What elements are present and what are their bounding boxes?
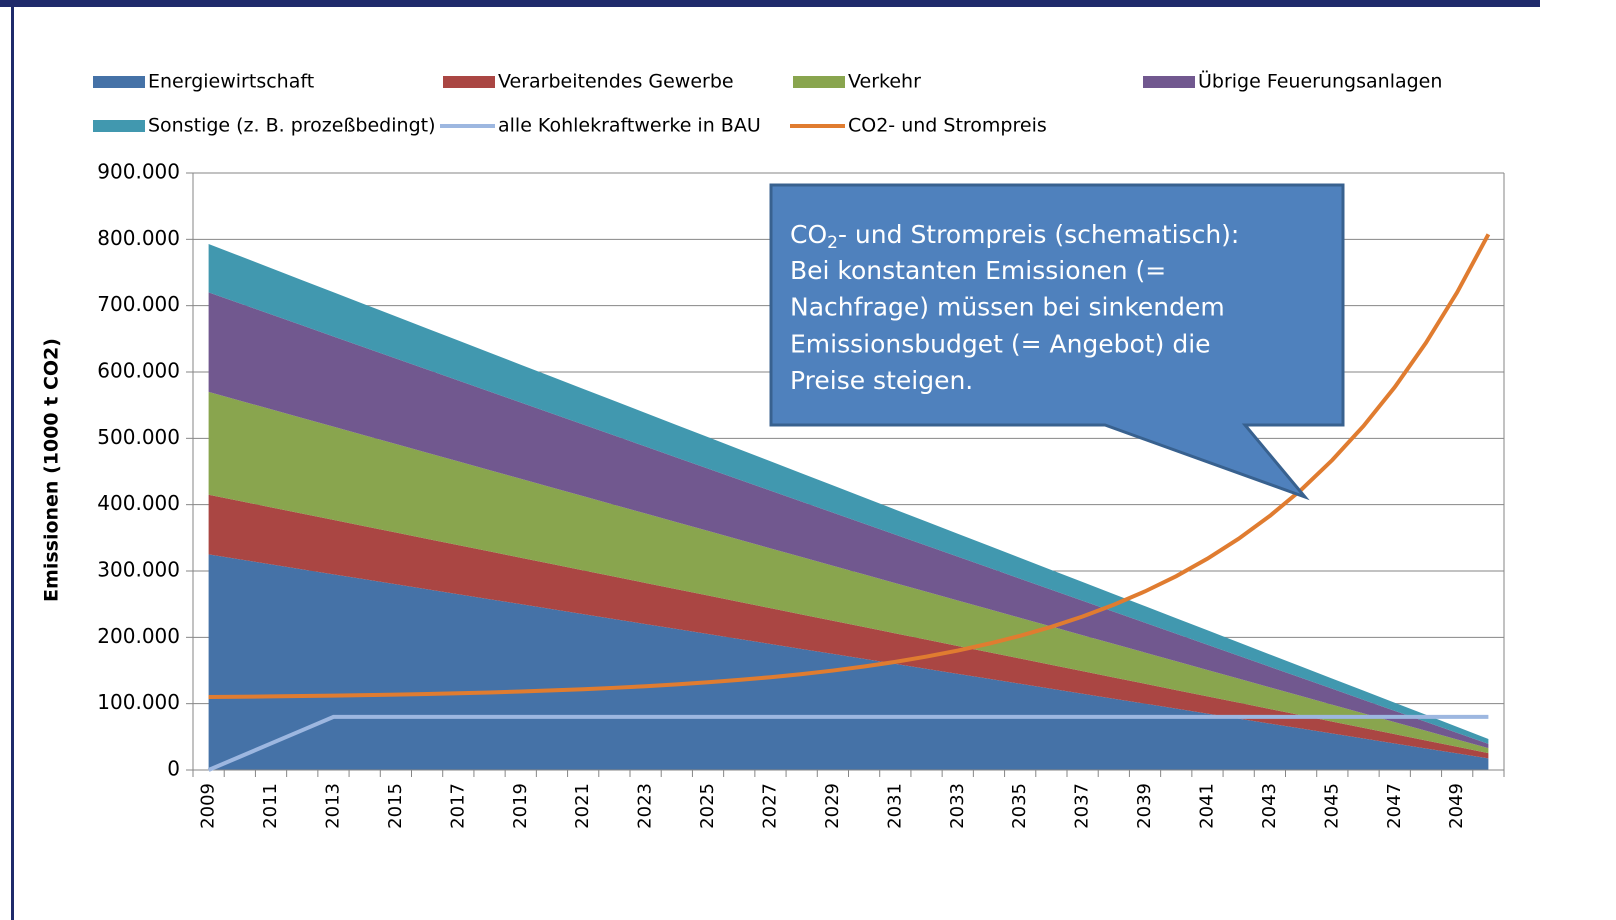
x-tick-label: 2021 bbox=[572, 783, 593, 829]
x-tick-label: 2031 bbox=[884, 783, 905, 829]
x-tick-label: 2011 bbox=[260, 783, 281, 829]
callout-text: CO2- und Strompreis (schematisch): bbox=[790, 220, 1239, 253]
x-tick-label: 2035 bbox=[1009, 783, 1030, 829]
callout-text-part: - und Strompreis (schematisch): bbox=[838, 220, 1239, 249]
x-tick-label: 2033 bbox=[947, 783, 968, 829]
y-tick-label: 600.000 bbox=[97, 359, 180, 383]
legend-label: Verkehr bbox=[848, 71, 921, 93]
x-tick-label: 2013 bbox=[322, 783, 343, 829]
y-tick-label: 200.000 bbox=[97, 624, 180, 648]
x-tick-label: 2029 bbox=[822, 783, 843, 829]
legend-swatch bbox=[93, 76, 145, 88]
x-tick-label: 2041 bbox=[1196, 783, 1217, 829]
y-tick-label: 400.000 bbox=[97, 491, 180, 515]
area bbox=[208, 494, 1489, 759]
y-tick-label: 300.000 bbox=[97, 558, 180, 582]
y-tick-label: 800.000 bbox=[97, 226, 180, 250]
x-tick-label: 2045 bbox=[1321, 783, 1342, 829]
x-tick-label: 2009 bbox=[198, 783, 219, 829]
area bbox=[208, 391, 1489, 754]
y-axis-label: Emissionen (1000 t CO2) bbox=[41, 338, 63, 602]
x-tick-label: 2027 bbox=[759, 783, 780, 829]
line bbox=[207, 714, 1489, 772]
x-tick-label: 2047 bbox=[1384, 783, 1405, 829]
legend-label: Übrige Feuerungsanlagen bbox=[1198, 70, 1442, 93]
y-tick-label: 100.000 bbox=[97, 690, 180, 714]
area bbox=[208, 243, 1489, 744]
frame-left bbox=[11, 0, 14, 920]
y-tick-label: 900.000 bbox=[97, 160, 180, 184]
x-tick-label: 2023 bbox=[635, 783, 656, 829]
legend-label: alle Kohlekraftwerke in BAU bbox=[498, 115, 761, 137]
x-tick-label: 2019 bbox=[510, 783, 531, 829]
x-tick-label: 2017 bbox=[447, 783, 468, 829]
x-tick-label: 2043 bbox=[1259, 783, 1280, 829]
legend-label: Verarbeitendes Gewerbe bbox=[498, 71, 734, 93]
legend-label: CO2- und Strompreis bbox=[848, 115, 1047, 137]
legend-swatch bbox=[1143, 76, 1195, 88]
callout-text-part: CO bbox=[790, 220, 827, 249]
callout-text: Bei konstanten Emissionen (= bbox=[790, 256, 1166, 285]
legend-label: Sonstige (z. B. prozeßbedingt) bbox=[148, 115, 436, 137]
y-tick-label: 500.000 bbox=[97, 425, 180, 449]
callout-text-part: 2 bbox=[827, 233, 838, 253]
callout: CO2- und Strompreis (schematisch): Bei ko… bbox=[769, 183, 1345, 501]
legend-label: Energiewirtschaft bbox=[148, 71, 314, 93]
x-tick-label: 2025 bbox=[697, 783, 718, 829]
x-tick-label: 2015 bbox=[385, 783, 406, 829]
callout-text: Preise steigen. bbox=[790, 366, 973, 395]
x-tick-label: 2049 bbox=[1446, 783, 1467, 829]
x-tick-label: 2037 bbox=[1072, 783, 1093, 829]
y-tick-label: 0 bbox=[167, 757, 180, 781]
y-tick-label: 700.000 bbox=[97, 292, 180, 316]
frame-top bbox=[0, 0, 1540, 7]
callout-shape bbox=[769, 183, 1345, 501]
legend-swatch bbox=[93, 120, 145, 132]
legend-swatch bbox=[443, 76, 495, 88]
area bbox=[208, 292, 1489, 749]
line bbox=[208, 233, 1491, 700]
x-tick-label: 2039 bbox=[1134, 783, 1155, 829]
callout-text: Emissionsbudget (= Angebot) die bbox=[790, 329, 1211, 358]
callout-text: Nachfrage) müssen bei sinkendem bbox=[790, 293, 1225, 322]
legend-swatch bbox=[793, 76, 845, 88]
